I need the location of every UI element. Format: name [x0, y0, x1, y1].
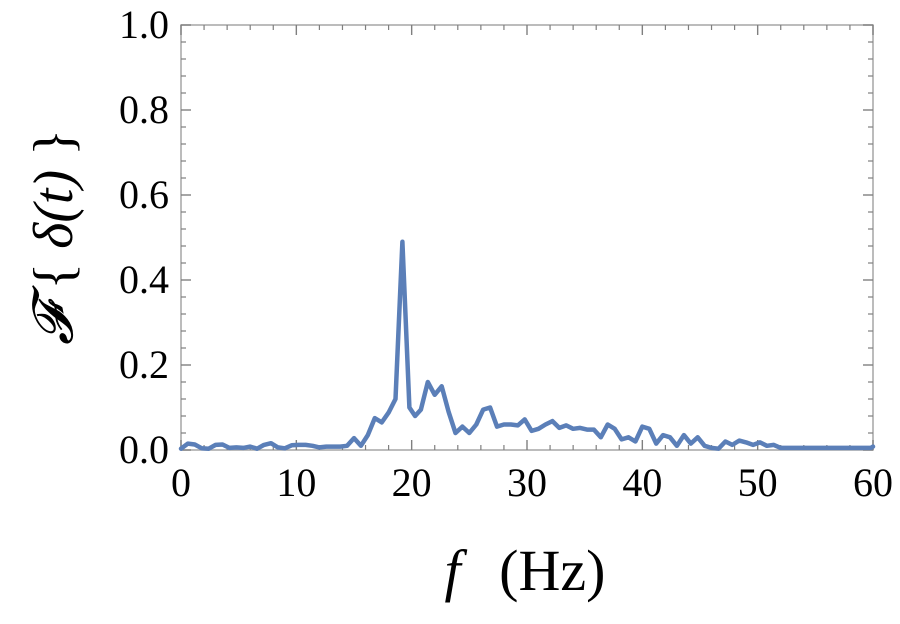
x-tick-label: 10	[276, 460, 316, 505]
x-tick-label: 20	[392, 460, 432, 505]
y-axis-operator: 𝓕	[23, 285, 85, 345]
plot-frame	[180, 24, 874, 451]
x-tick-label: 0	[171, 460, 191, 505]
y-axis-close-brace: }	[23, 129, 85, 156]
x-tick-label: 60	[853, 460, 893, 505]
x-tick-label: 50	[738, 460, 778, 505]
y-tick-label: 1.0	[119, 2, 169, 47]
y-axis-open-brace: {	[23, 263, 85, 290]
x-tick-label: 30	[507, 460, 547, 505]
y-tick-label: 0.8	[119, 87, 169, 132]
x-tick-label: 40	[622, 460, 662, 505]
y-tick-label: 0.2	[119, 342, 169, 387]
y-tick-label: 0.0	[119, 427, 169, 472]
y-tick-label: 0.4	[119, 257, 169, 302]
y-axis-inner: δ(t)	[23, 170, 85, 249]
x-axis-label: f (Hz)	[445, 538, 606, 603]
y-axis-label: 𝓕 { δ(t) }	[23, 129, 85, 345]
major-ticks	[180, 24, 874, 451]
minor-ticks	[181, 25, 873, 450]
y-tick-label: 0.6	[119, 172, 169, 217]
x-axis-variable: f	[445, 538, 468, 603]
series-line	[178, 239, 876, 451]
y-tick-labels: 0.0 0.2 0.4 0.6 0.8 1.0	[119, 2, 169, 472]
x-axis-unit: (Hz)	[499, 538, 605, 603]
x-tick-labels: 0 10 20 30 40 50 60	[171, 460, 893, 505]
